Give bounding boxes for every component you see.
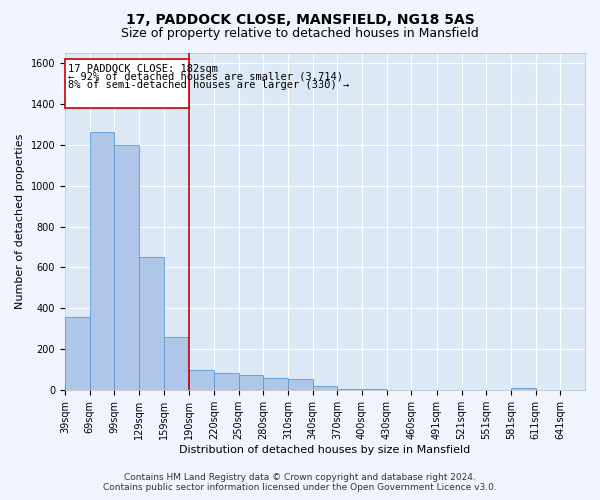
Bar — [189, 370, 214, 390]
FancyBboxPatch shape — [65, 58, 189, 108]
Text: Size of property relative to detached houses in Mansfield: Size of property relative to detached ho… — [121, 28, 479, 40]
X-axis label: Distribution of detached houses by size in Mansfield: Distribution of detached houses by size … — [179, 445, 470, 455]
Bar — [288, 379, 313, 390]
Bar — [65, 316, 89, 390]
Bar — [313, 386, 337, 390]
Bar — [89, 132, 114, 390]
Bar — [263, 378, 288, 390]
Bar — [114, 144, 139, 390]
Bar — [511, 388, 536, 390]
Bar — [164, 337, 188, 390]
Text: 8% of semi-detached houses are larger (330) →: 8% of semi-detached houses are larger (3… — [68, 80, 349, 90]
Bar — [139, 258, 164, 390]
Text: 17 PADDOCK CLOSE: 182sqm: 17 PADDOCK CLOSE: 182sqm — [68, 64, 218, 74]
Bar — [214, 373, 239, 390]
Text: Contains HM Land Registry data © Crown copyright and database right 2024.
Contai: Contains HM Land Registry data © Crown c… — [103, 473, 497, 492]
Bar — [239, 375, 263, 390]
Text: 17, PADDOCK CLOSE, MANSFIELD, NG18 5AS: 17, PADDOCK CLOSE, MANSFIELD, NG18 5AS — [125, 12, 475, 26]
Text: ← 92% of detached houses are smaller (3,714): ← 92% of detached houses are smaller (3,… — [68, 72, 343, 82]
Y-axis label: Number of detached properties: Number of detached properties — [15, 134, 25, 309]
